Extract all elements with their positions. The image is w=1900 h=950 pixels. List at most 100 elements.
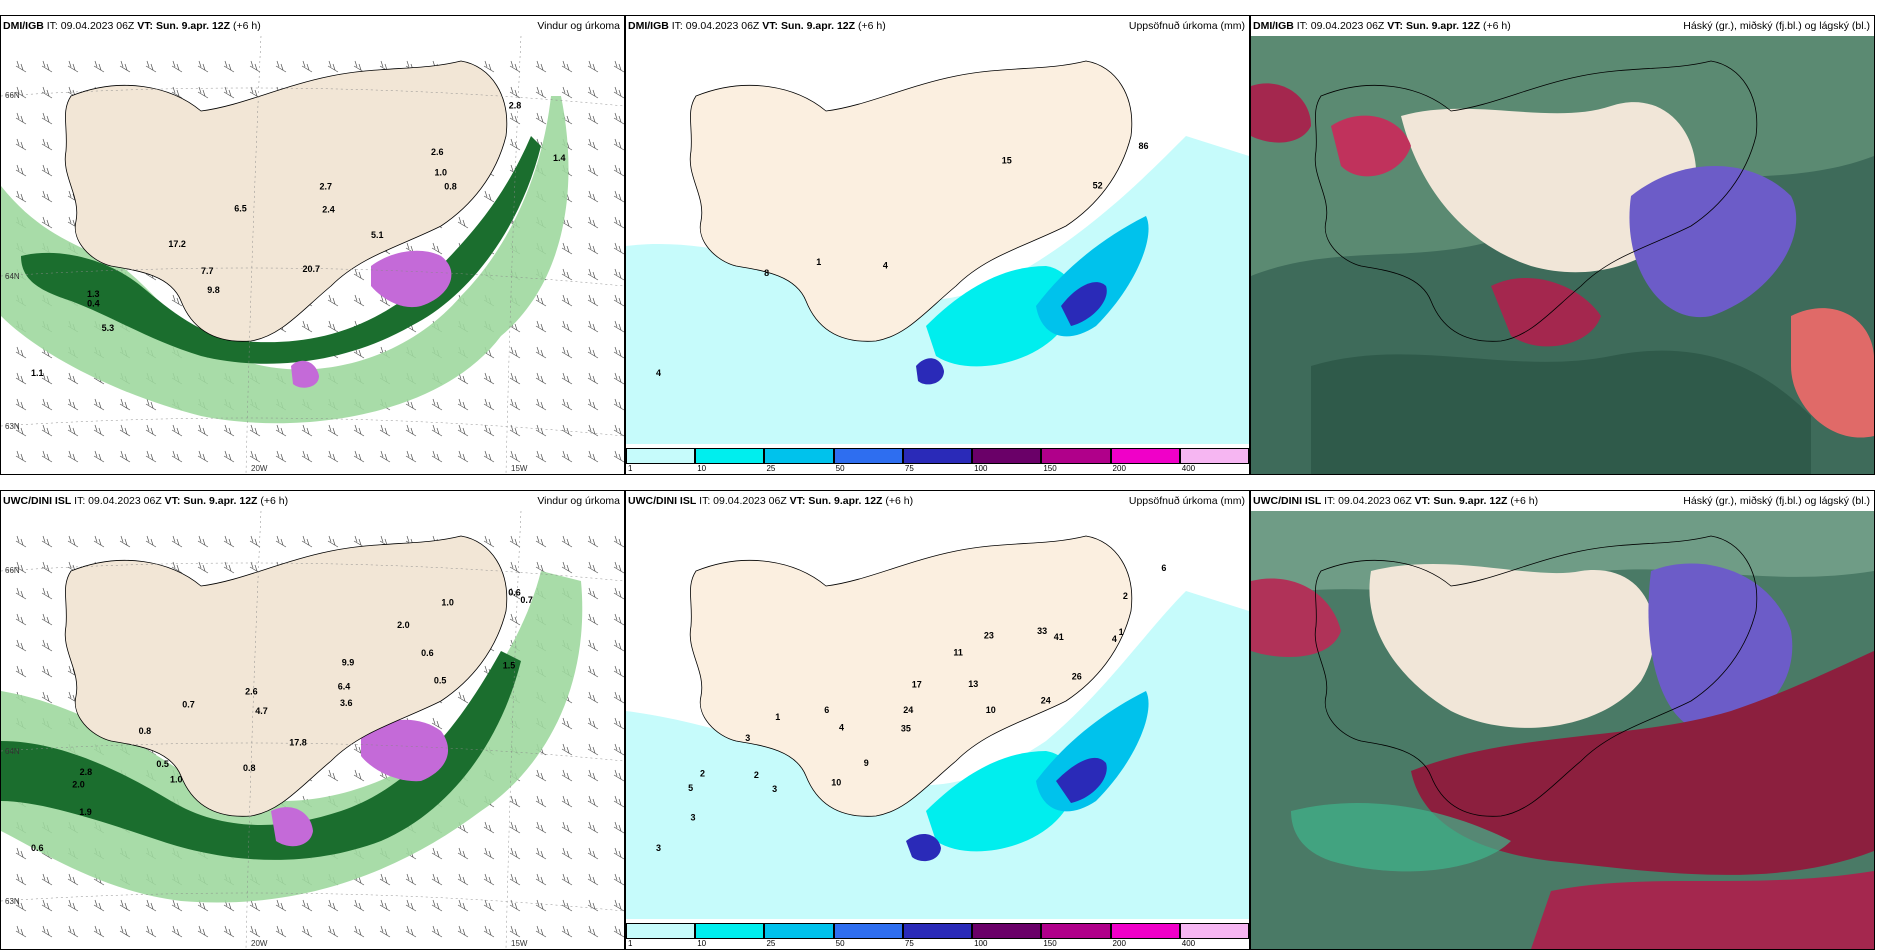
wind-barb <box>275 535 287 548</box>
wind-barb <box>171 899 183 912</box>
wind-barb <box>483 60 495 73</box>
value-label: 9.9 <box>342 658 355 668</box>
wind-barb <box>41 665 53 678</box>
wind-barb <box>509 899 521 912</box>
wind-barb <box>509 424 521 437</box>
wind-barb <box>301 925 313 938</box>
lon-label-15w: 15W <box>511 464 528 473</box>
wind-barb <box>561 60 573 73</box>
wind-barb <box>41 86 53 99</box>
wind-barb <box>587 639 599 652</box>
wind-barb <box>561 398 573 411</box>
wind-barb <box>431 450 443 463</box>
wind-barb <box>249 450 261 463</box>
wind-barb <box>197 561 209 574</box>
value-label: 2.0 <box>72 780 85 790</box>
value-label: 2.4 <box>322 205 335 215</box>
cloud-cover-map <box>1251 36 1874 474</box>
value-label: 2 <box>754 770 759 780</box>
wind-barb <box>67 535 79 548</box>
wind-barb <box>353 925 365 938</box>
wind-barb <box>483 398 495 411</box>
wind-barb <box>353 769 365 782</box>
wind-barb <box>41 450 53 463</box>
wind-barb <box>301 320 313 333</box>
lat-label-63n: 63N <box>5 897 20 906</box>
wind-barb <box>587 743 599 756</box>
wind-barb <box>119 60 131 73</box>
wind-barb <box>327 450 339 463</box>
wind-barb <box>457 216 469 229</box>
colorbar-swatch <box>902 448 973 464</box>
value-label: 1 <box>1119 627 1124 637</box>
wind-barb <box>15 60 27 73</box>
wind-barb <box>431 925 443 938</box>
wind-barb <box>275 899 287 912</box>
wind-barb <box>483 372 495 385</box>
wind-barb <box>535 847 547 860</box>
wind-barb <box>301 535 313 548</box>
value-label: 2.8 <box>509 101 522 111</box>
wind-barb <box>561 717 573 730</box>
wind-barb <box>613 873 624 886</box>
colorbar-tick-label: 150 <box>1043 464 1057 473</box>
wind-barb <box>509 847 521 860</box>
wind-barb <box>535 769 547 782</box>
wind-barb <box>15 535 27 548</box>
wind-barb <box>15 138 27 151</box>
wind-barb <box>457 424 469 437</box>
colorbar-swatch <box>695 448 765 464</box>
wind-barb <box>379 450 391 463</box>
wind-barb-field: 66N 64N 63N 20W 15W 1.1 1.30.4 5.3 17.2 9.8 7… <box>1 36 624 474</box>
wind-barb <box>535 795 547 808</box>
wind-barb <box>457 398 469 411</box>
wind-barb <box>535 86 547 99</box>
value-label: 4 <box>656 368 661 378</box>
wind-barb <box>431 424 443 437</box>
wind-barb <box>561 847 573 860</box>
wind-barb <box>587 190 599 203</box>
wind-barb <box>145 925 157 938</box>
colorbar-swatch <box>1179 923 1249 939</box>
value-label: 0.5 <box>156 759 169 769</box>
wind-barb <box>561 86 573 99</box>
lat-label-66n: 66N <box>5 566 20 575</box>
wind-barb <box>15 346 27 359</box>
wind-barb <box>327 320 339 333</box>
panel-header: UWC/DINI ISL IT: 09.04.2023 06Z VT: Sun.… <box>1 491 624 511</box>
wind-barb <box>613 268 624 281</box>
colorbar: 1 10 25 50 75 100 150 200 400 <box>626 921 1249 949</box>
wind-barb <box>41 398 53 411</box>
wind-barb <box>483 821 495 834</box>
wind-barb <box>613 847 624 860</box>
wind-barb <box>67 398 79 411</box>
wind-barb <box>587 398 599 411</box>
wind-barb <box>119 535 131 548</box>
colorbar-swatch <box>764 448 834 464</box>
wind-barb <box>587 424 599 437</box>
colorbar-tick-label: 1 <box>628 939 633 948</box>
wind-barb <box>15 398 27 411</box>
wind-barb <box>483 535 495 548</box>
wind-barb <box>223 424 235 437</box>
wind-barb <box>483 925 495 938</box>
wind-barb <box>145 424 157 437</box>
accum-precip-map: 4 8 1 4 15 52 86 <box>626 36 1249 444</box>
wind-barb <box>379 899 391 912</box>
lat-label-66n: 66N <box>5 91 20 100</box>
wind-barb <box>327 899 339 912</box>
wind-barb <box>561 743 573 756</box>
wind-barb <box>41 613 53 626</box>
wind-barb <box>431 717 443 730</box>
wind-barb <box>67 450 79 463</box>
wind-barb <box>561 346 573 359</box>
wind-barb <box>561 899 573 912</box>
colorbar-tick-label: 75 <box>904 464 914 473</box>
wind-barb-field: 66N 64N 63N 20W 15W 0.62.82.01.90.81.00.… <box>1 511 624 949</box>
wind-barb <box>431 242 443 255</box>
accum-precip-map: 3 2 5 3 3 3 2 1 10 4 6 9 17 24 35 11 10 13 23 24 41 33 26 2 1 4 6 <box>626 511 1249 919</box>
value-label: 0.8 <box>243 763 256 773</box>
value-label: 3 <box>772 784 777 794</box>
wind-barb <box>275 450 287 463</box>
